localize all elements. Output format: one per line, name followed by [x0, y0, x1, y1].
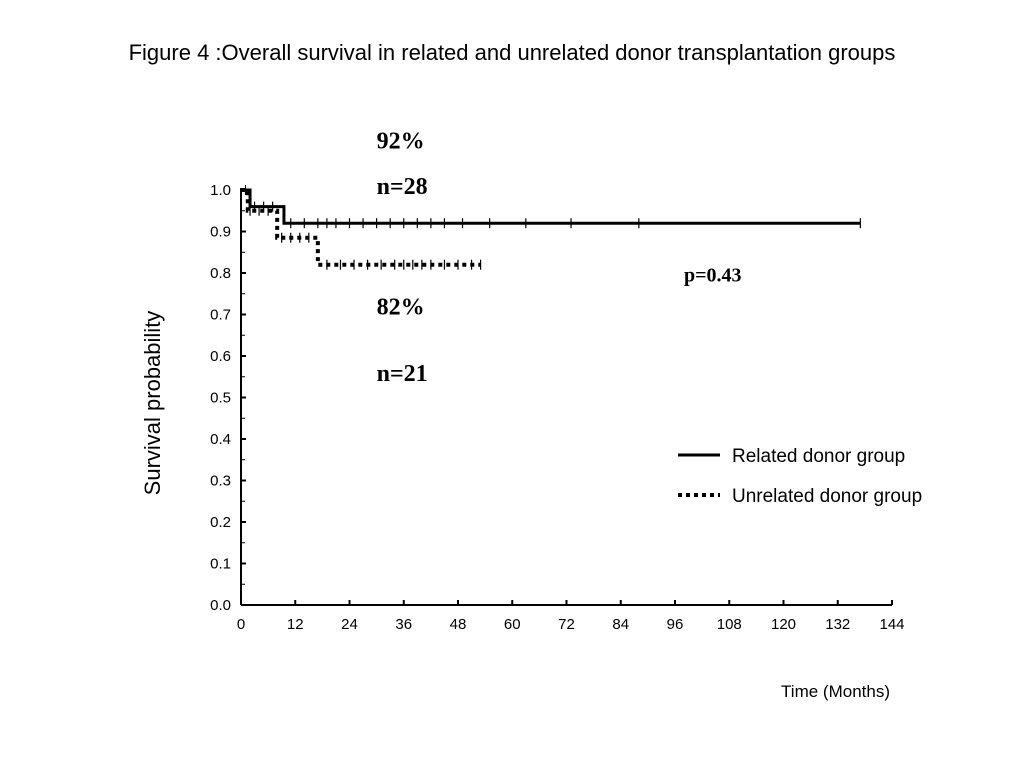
x-axis-label: Time (Months) — [781, 682, 890, 701]
x-tick-label: 72 — [558, 616, 575, 633]
y-tick-label: 0.8 — [210, 265, 231, 282]
annotation-text: n=28 — [377, 174, 428, 200]
annotation-text: p=0.43 — [684, 264, 742, 286]
annotation-text: n=21 — [377, 361, 428, 387]
x-tick-label: 108 — [717, 616, 742, 633]
y-tick-label: 0.0 — [210, 597, 231, 614]
x-tick-label: 84 — [612, 616, 629, 633]
x-tick-label: 132 — [825, 616, 850, 633]
survival-curve-related — [241, 188, 861, 225]
annotation-text: 92% — [377, 129, 425, 155]
x-tick-label: 120 — [771, 616, 796, 633]
y-tick-label: 0.7 — [210, 307, 231, 324]
x-tick-label: 48 — [450, 616, 467, 633]
x-tick-label: 0 — [237, 616, 245, 633]
legend-label: Related donor group — [732, 446, 905, 467]
x-tick-label: 96 — [667, 616, 684, 633]
y-tick-label: 0.2 — [210, 514, 231, 531]
annotation-text: 82% — [377, 295, 425, 321]
x-tick-label: 24 — [341, 616, 358, 633]
y-tick-label: 0.4 — [210, 431, 231, 448]
x-tick-label: 12 — [287, 616, 304, 633]
y-tick-label: 0.3 — [210, 473, 231, 490]
legend-label: Unrelated donor group — [732, 486, 922, 507]
chart-title: Figure 4 :Overall survival in related an… — [128, 40, 896, 65]
x-tick-label: 36 — [395, 616, 412, 633]
y-axis-label: Survival probability — [140, 311, 165, 496]
x-tick-label: 144 — [879, 616, 904, 633]
x-tick-label: 60 — [504, 616, 521, 633]
y-tick-label: 0.6 — [210, 348, 231, 365]
y-tick-label: 0.5 — [210, 390, 231, 407]
y-tick-label: 1.0 — [210, 182, 231, 199]
survival-curve-unrelated — [241, 188, 481, 267]
y-tick-label: 0.1 — [210, 556, 231, 573]
y-tick-label: 0.9 — [210, 224, 231, 241]
